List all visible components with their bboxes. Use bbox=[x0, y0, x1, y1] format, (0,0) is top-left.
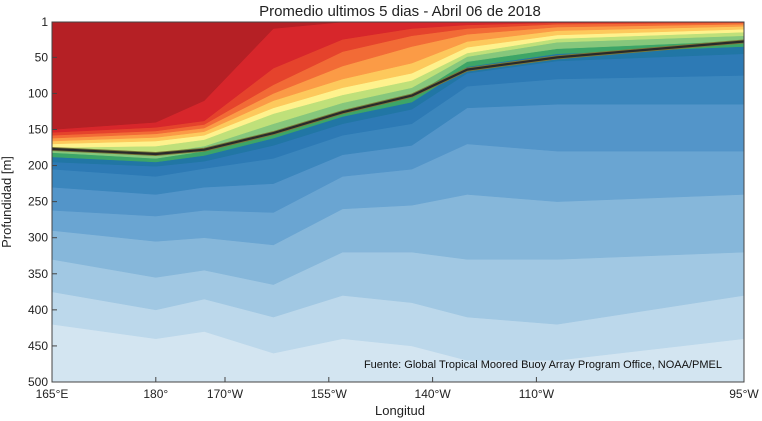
thermocline-line bbox=[52, 40, 744, 156]
y-tick-label: 200 bbox=[28, 159, 48, 173]
y-tick-label: 500 bbox=[28, 375, 48, 389]
x-tick-label: 140°W bbox=[415, 387, 452, 401]
x-tick-label: 110°W bbox=[519, 387, 555, 401]
temperature-bands bbox=[52, 22, 744, 382]
y-axis-label: Profundidad [m] bbox=[0, 156, 14, 248]
y-tick-label: 150 bbox=[28, 122, 48, 136]
x-tick-label: 170°W bbox=[207, 387, 244, 401]
x-axis-label: Longitud bbox=[375, 403, 425, 418]
y-tick-label: 300 bbox=[28, 231, 48, 245]
plot-area bbox=[51, 21, 745, 383]
x-axis: 165°E 180° 170°W 155°W 140°W 110°W 95°W bbox=[36, 377, 759, 401]
source-note: Fuente: Global Tropical Moored Buoy Arra… bbox=[364, 359, 722, 371]
x-tick-label: 165°E bbox=[36, 387, 69, 401]
y-tick-label: 1 bbox=[41, 15, 48, 29]
x-tick-label: 180° bbox=[143, 387, 168, 401]
x-tick-label: 95°W bbox=[729, 387, 759, 401]
x-tick-label: 155°W bbox=[311, 387, 348, 401]
y-tick-label: 100 bbox=[28, 86, 48, 100]
y-tick-label: 450 bbox=[28, 339, 48, 353]
y-tick-label: 50 bbox=[35, 50, 49, 64]
temperature-band-1 bbox=[52, 22, 744, 130]
chart-title: Promedio ultimos 5 dias - Abril 06 de 20… bbox=[259, 3, 541, 20]
y-tick-label: 350 bbox=[28, 267, 48, 281]
y-tick-label: 400 bbox=[28, 303, 48, 317]
thermocline-layer bbox=[52, 39, 744, 157]
y-tick-label: 250 bbox=[28, 195, 48, 209]
